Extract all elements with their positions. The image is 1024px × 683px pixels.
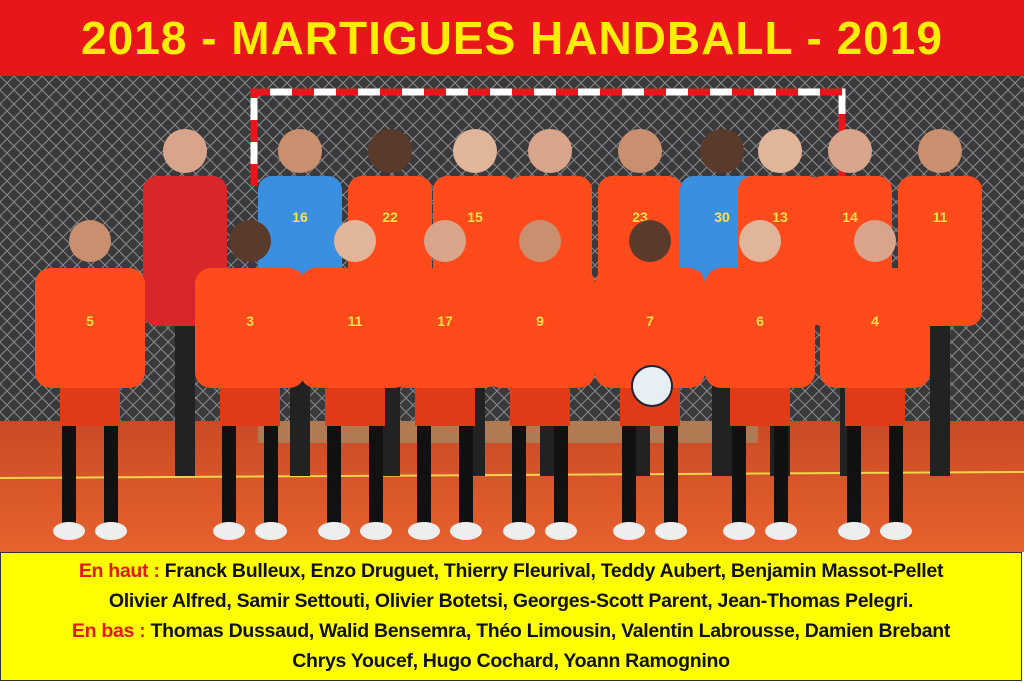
jersey-number: 11 [933,209,948,225]
top-row-names-2: Olivier Alfred, Samir Settouti, Olivier … [108,590,914,612]
player: 17 [390,220,500,540]
jersey [595,268,705,388]
jersey-number: 16 [292,209,308,225]
top-row-label: En haut : [78,560,160,582]
jersey-number: 3 [246,313,254,329]
jersey-number: 17 [437,313,453,329]
head [424,220,466,262]
player: 11 [300,220,410,540]
head [700,129,744,173]
title-band: 2018 - MARTIGUES HANDBALL - 2019 [0,0,1024,76]
shoe [360,522,392,540]
shoe [655,522,687,540]
jersey [195,268,305,388]
head [278,129,322,173]
jersey [820,268,930,388]
shoe [450,522,482,540]
team-photo: 16 22 15 23 30 13 14 11 5 3 11 17 9 7 6 4 [0,76,1024,552]
shoe [53,522,85,540]
jersey-number: 22 [382,209,398,225]
head [618,129,662,173]
top-row-names-1: Franck Bulleux, Enzo Druguet, Thierry Fl… [164,560,944,582]
jersey-number: 30 [714,209,730,225]
head [918,129,962,173]
shoe [503,522,535,540]
shoe [613,522,645,540]
head [739,220,781,262]
head [519,220,561,262]
shoe [408,522,440,540]
jersey-number: 6 [756,313,764,329]
shoe [723,522,755,540]
head [334,220,376,262]
player: 4 [820,220,930,540]
shoe [880,522,912,540]
player: 7 [595,220,705,540]
jersey-number: 14 [842,209,858,225]
bottom-row-names-1: Thomas Dussaud, Walid Bensemra, Théo Lim… [150,620,951,642]
caption-line: En bas : Thomas Dussaud, Walid Bensemra,… [72,620,950,643]
head [453,129,497,173]
jersey-number: 5 [86,313,94,329]
jersey [300,268,410,388]
handball [631,365,673,407]
player: 5 [35,220,145,540]
head [629,220,671,262]
head [163,129,207,173]
shoe [765,522,797,540]
jersey [35,268,145,388]
shoe [545,522,577,540]
jersey [485,268,595,388]
head [854,220,896,262]
jersey-number: 9 [536,313,544,329]
player: 9 [485,220,595,540]
poster-title: 2018 - MARTIGUES HANDBALL - 2019 [81,12,943,64]
jersey-number: 11 [348,313,363,329]
head [828,129,872,173]
head [758,129,802,173]
shoe [255,522,287,540]
shoe [213,522,245,540]
bottom-row-names-2: Chrys Youcef, Hugo Cochard, Yoann Ramogn… [292,650,730,672]
jersey-number: 4 [871,313,879,329]
head [528,129,572,173]
head [229,220,271,262]
shoe [95,522,127,540]
player: 3 [195,220,305,540]
jersey-number: 7 [646,313,654,329]
caption-line: En haut : Franck Bulleux, Enzo Druguet, … [78,560,944,583]
head [368,129,412,173]
player: 6 [705,220,815,540]
shoe [838,522,870,540]
caption-box: En haut : Franck Bulleux, Enzo Druguet, … [0,552,1022,681]
jersey-number: 15 [467,209,483,225]
bottom-row-label: En bas : [71,620,146,642]
jersey [705,268,815,388]
jersey-number: 13 [772,209,788,225]
bottom-row-players: 5 3 11 17 9 7 6 4 [35,220,930,540]
shoe [318,522,350,540]
head [69,220,111,262]
jersey [390,268,500,388]
